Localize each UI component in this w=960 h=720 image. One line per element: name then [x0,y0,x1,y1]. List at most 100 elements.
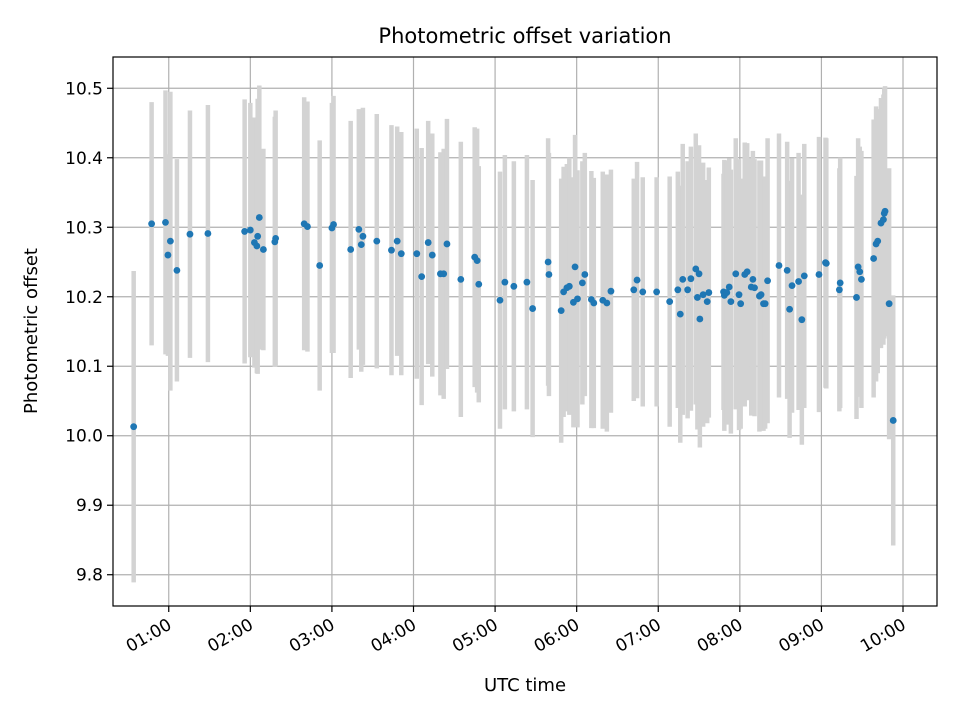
data-point [254,232,262,240]
data-point [148,220,156,228]
data-point [473,257,481,265]
data-point [173,266,181,274]
data-point [557,307,565,315]
data-point [496,296,504,304]
data-point [856,268,864,276]
data-point [578,279,586,287]
data-point [699,291,707,299]
y-axis: 9.8 9.9 10.0 10.1 10.2 10.3 10.4 10.5 [65,79,113,586]
data-point [723,289,731,296]
data-point [603,299,611,307]
data-point [373,237,381,245]
data-point [241,228,249,235]
data-point [529,305,537,312]
data-point [475,280,483,288]
data-point [510,282,518,290]
data-point [164,251,172,259]
y-axis-label: Photometric offset [21,248,42,414]
data-point [684,286,692,294]
data-point [166,237,174,245]
data-point [815,271,823,278]
data-point [695,270,703,278]
data-point [775,262,783,269]
data-point [246,226,254,234]
data-point [590,299,598,307]
data-point [571,263,579,271]
data-point [737,300,745,308]
data-point [397,250,405,258]
data-point [607,287,615,295]
chart-title: Photometric offset variation [378,24,671,48]
data-point [761,300,769,308]
data-point [757,291,765,299]
data-point [853,294,860,301]
y-tick-label: 10.3 [65,218,103,238]
data-point [788,282,796,290]
data-point [727,298,735,306]
data-point [304,223,311,230]
data-point [574,295,581,303]
data-point [764,277,771,285]
data-point [253,242,261,250]
data-point [705,289,713,296]
data-point [835,286,843,294]
data-point [692,265,700,273]
data-point [359,232,367,240]
data-point [874,237,882,245]
data-point [357,241,365,249]
data-points [130,207,897,431]
data-point [822,259,830,267]
data-point [259,246,267,253]
data-point [347,246,355,253]
data-point [418,273,426,280]
data-point [870,255,878,262]
data-point [732,270,740,278]
data-point [836,279,844,287]
data-point [703,298,711,306]
data-point [666,298,674,306]
data-point [800,272,808,280]
data-point [186,230,194,238]
data-point [743,268,751,276]
data-point [639,288,647,296]
data-point [880,216,887,224]
y-tick-label: 10.4 [65,149,103,169]
data-point [889,417,897,424]
data-point [881,207,889,215]
data-point [316,262,324,269]
data-point [679,275,687,283]
y-tick-label: 10.5 [65,79,103,99]
y-tick-label: 10.2 [65,288,103,308]
plot-frame [112,56,938,607]
data-point [565,282,573,290]
data-point [581,271,589,278]
data-point [735,291,743,299]
data-point [393,237,401,245]
data-point [413,250,421,258]
data-point [255,214,263,221]
data-point [630,286,638,294]
data-point [653,288,661,296]
data-point [457,275,465,283]
data-point [428,251,436,259]
data-point [783,266,791,274]
x-axis-label: UTC time [484,675,566,696]
data-point [676,310,684,318]
y-tick-label: 9.8 [76,566,103,586]
y-tick-label: 10.0 [65,427,103,447]
data-point [795,278,802,285]
data-point [501,278,509,286]
data-point [633,276,641,284]
data-point [687,275,695,283]
data-point [674,286,682,294]
data-point [130,423,138,431]
data-point [424,239,432,246]
data-point [725,283,733,291]
data-point [523,278,531,286]
data-point [696,315,704,323]
data-point [388,246,395,254]
data-point [330,221,337,228]
data-point [751,284,758,292]
data-point [885,300,893,308]
